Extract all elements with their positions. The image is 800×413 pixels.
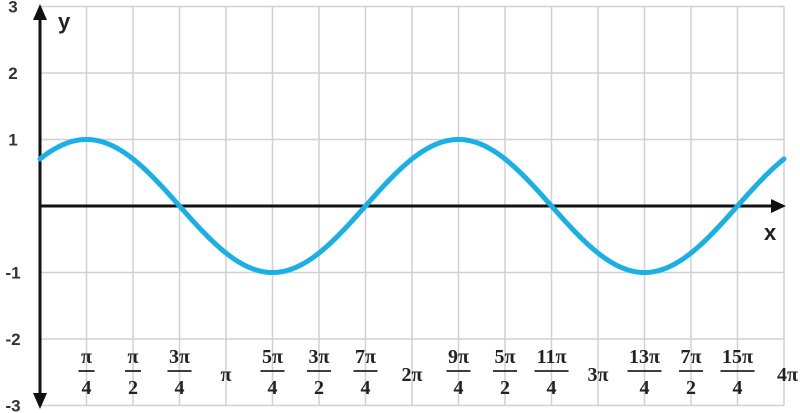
x-tick-label: π — [221, 364, 232, 386]
y-axis-arrow-down — [33, 393, 47, 409]
x-tick-numerator: 7π — [681, 346, 702, 368]
x-tick-numerator: 15π — [722, 346, 753, 368]
x-tick-numerator: 11π — [537, 346, 567, 368]
x-tick-whole: π — [221, 364, 232, 386]
axes — [33, 4, 786, 409]
x-tick-label: 5π2 — [493, 346, 517, 399]
x-tick-denominator: 2 — [500, 377, 510, 399]
y-tick-label: 2 — [8, 64, 17, 83]
x-tick-label: 7π4 — [353, 346, 378, 399]
y-tick-label: -1 — [5, 264, 20, 283]
y-tick-labels: 3 2 1 -1 -2 -3 — [5, 0, 20, 413]
x-tick-whole: 2π — [402, 364, 423, 386]
sine-curve — [37, 137, 787, 275]
x-tick-denominator: 2 — [314, 377, 324, 399]
x-tick-whole: 4π — [777, 364, 798, 386]
x-tick-label: 5π4 — [260, 346, 285, 399]
y-axis-arrow-up — [33, 4, 47, 20]
x-tick-label: 3π2 — [307, 346, 331, 399]
x-tick-label: π4 — [78, 346, 95, 399]
x-tick-denominator: 4 — [175, 377, 185, 399]
y-tick-label: 1 — [8, 131, 17, 150]
x-tick-denominator: 4 — [268, 377, 278, 399]
x-tick-label: 9π4 — [446, 346, 471, 399]
x-tick-numerator: 5π — [495, 346, 516, 368]
x-tick-numerator: 9π — [448, 346, 469, 368]
x-tick-labels: π4π23π4π5π43π27π42π9π45π211π43π13π47π215… — [78, 346, 798, 399]
y-tick-label: 3 — [8, 0, 17, 17]
x-tick-whole: 3π — [588, 364, 609, 386]
x-axis-label: x — [764, 220, 777, 245]
x-tick-denominator: 4 — [82, 377, 92, 399]
x-tick-label: 4π — [777, 364, 798, 386]
x-tick-numerator: π — [128, 346, 139, 368]
x-tick-numerator: 13π — [629, 346, 660, 368]
x-tick-denominator: 4 — [454, 377, 464, 399]
y-tick-label: -2 — [5, 330, 20, 349]
x-tick-label: 7π2 — [679, 346, 703, 399]
x-tick-denominator: 4 — [733, 377, 743, 399]
x-tick-denominator: 4 — [640, 377, 650, 399]
x-tick-label: π2 — [125, 346, 141, 399]
x-tick-numerator: 3π — [309, 346, 330, 368]
x-tick-denominator: 2 — [128, 377, 138, 399]
x-tick-label: 3π4 — [167, 346, 192, 399]
x-tick-numerator: 3π — [169, 346, 190, 368]
y-tick-label: -3 — [5, 397, 20, 413]
x-tick-label: 3π — [588, 364, 609, 386]
y-axis-label: y — [58, 9, 71, 34]
x-tick-denominator: 4 — [547, 377, 557, 399]
x-tick-label: 2π — [402, 364, 423, 386]
x-tick-numerator: 7π — [355, 346, 376, 368]
x-tick-denominator: 2 — [686, 377, 696, 399]
x-tick-numerator: π — [81, 346, 92, 368]
x-axis-arrow — [771, 199, 786, 213]
x-tick-denominator: 4 — [361, 377, 371, 399]
x-tick-numerator: 5π — [262, 346, 283, 368]
